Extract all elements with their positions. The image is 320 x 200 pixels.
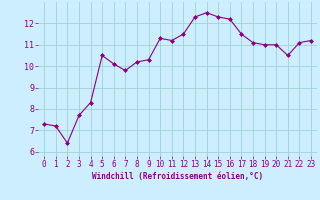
X-axis label: Windchill (Refroidissement éolien,°C): Windchill (Refroidissement éolien,°C) (92, 172, 263, 181)
